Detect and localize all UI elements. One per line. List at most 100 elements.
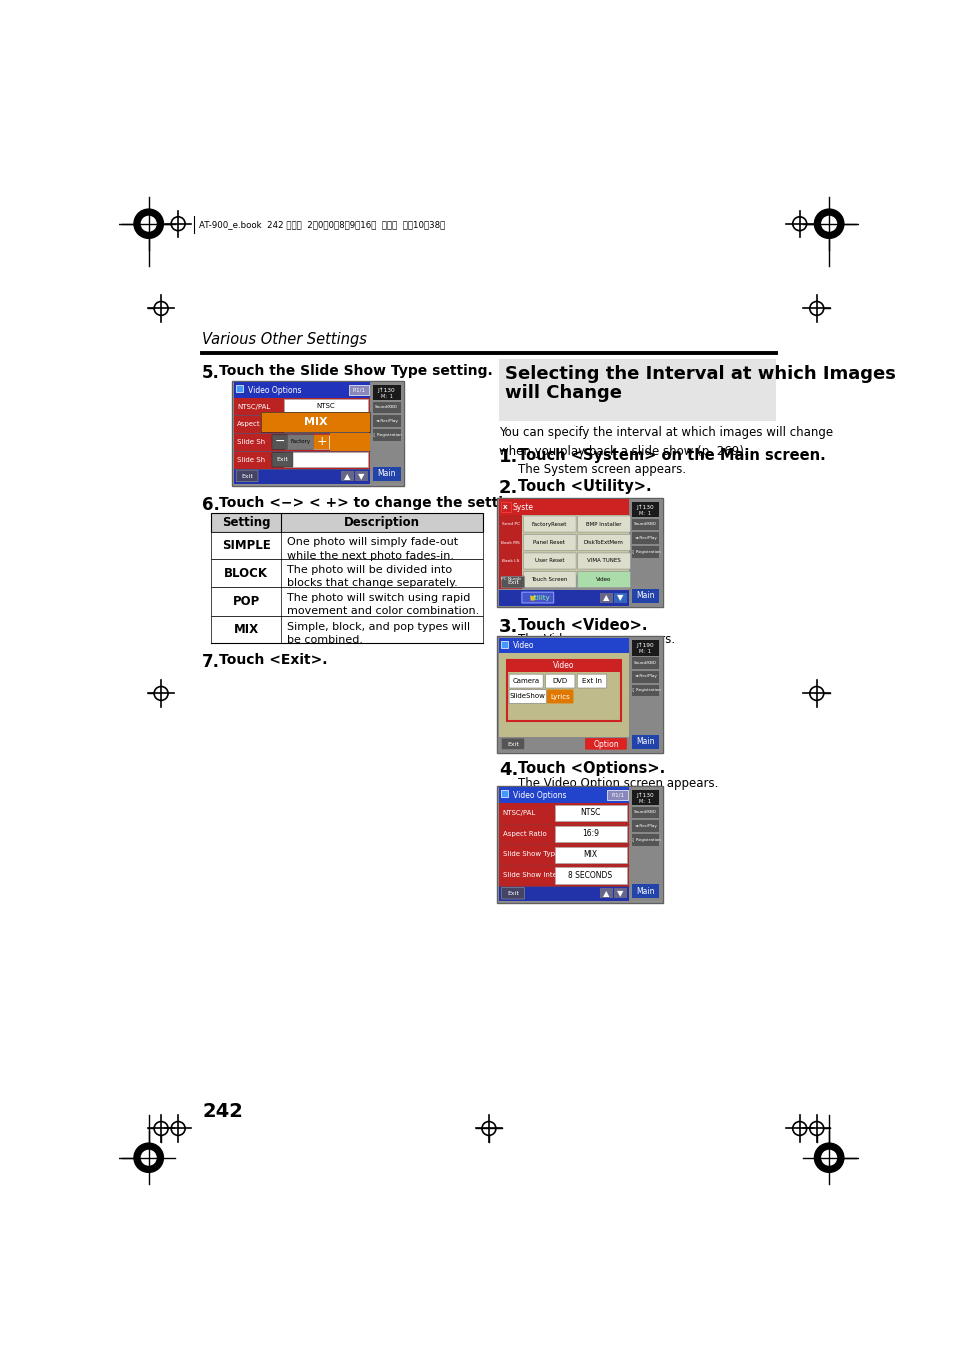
Text: SIMPLE: SIMPLE [222,539,271,553]
Text: M:  1: M: 1 [639,798,651,804]
Text: 6.: 6. [202,496,220,515]
Text: Sound/KBD: Sound/KBD [634,661,657,665]
Bar [284,417,368,431]
Text: ♫ Registration: ♫ Registration [630,689,659,692]
Bar [631,640,659,655]
Text: Various Other Settings: Various Other Settings [202,331,367,346]
Bar [284,400,368,413]
Text: 2.: 2. [498,480,517,497]
Bar [233,382,370,397]
Bar [498,638,629,654]
Text: Touch <Video>.: Touch <Video>. [517,617,646,634]
FancyBboxPatch shape [500,888,524,898]
Text: −: − [274,435,285,449]
Text: Syste: Syste [513,503,534,512]
Text: NTSC/PAL: NTSC/PAL [236,404,270,409]
FancyBboxPatch shape [523,571,576,588]
Bar [212,513,482,532]
Text: ▲: ▲ [602,889,609,898]
Bar [330,434,370,451]
Text: Panel Reset: Panel Reset [533,540,565,544]
Bar [498,551,521,570]
Text: Main: Main [636,592,654,600]
Text: 3.: 3. [498,617,517,636]
Circle shape [133,209,163,238]
Bar [497,497,662,607]
Bar [555,867,626,884]
FancyBboxPatch shape [546,689,573,704]
Bar [498,500,629,515]
Bar [500,642,508,648]
Text: Exit: Exit [506,580,518,585]
Text: J↑190: J↑190 [636,643,654,648]
Text: PC Numb: PC Numb [500,577,520,581]
Text: The Video Option screen appears.: The Video Option screen appears. [517,777,718,789]
Text: ◄ Rec/Play: ◄ Rec/Play [634,674,656,678]
Text: J↑130: J↑130 [636,793,654,797]
Bar [373,416,400,427]
FancyBboxPatch shape [500,738,524,750]
Bar [631,589,659,603]
Text: Touch <System> on the Main screen.: Touch <System> on the Main screen. [517,447,824,463]
Bar [373,467,400,481]
Bar [555,805,626,821]
Bar [631,501,659,517]
Bar [498,802,629,824]
Bar [373,401,400,413]
Bar [506,659,620,721]
Bar [233,451,370,469]
Text: P.1/1: P.1/1 [611,793,623,797]
FancyBboxPatch shape [584,738,626,750]
Text: Video: Video [513,642,534,650]
Circle shape [821,1151,836,1165]
Text: DVD: DVD [552,678,567,684]
Bar [498,886,629,901]
Circle shape [814,1143,843,1173]
Bar [497,786,662,902]
Bar [629,638,661,753]
Circle shape [141,216,156,231]
Text: POP: POP [233,596,260,608]
Text: Sound/KBD: Sound/KBD [634,811,657,815]
Bar [498,534,521,551]
FancyBboxPatch shape [545,674,575,688]
Bar [233,469,370,484]
FancyBboxPatch shape [287,435,314,450]
FancyBboxPatch shape [577,674,606,688]
Text: 1.: 1. [498,447,517,466]
Bar [498,654,629,736]
Bar [370,382,402,484]
Bar [233,397,370,416]
Text: ▼: ▼ [357,471,364,481]
Text: Touch <Exit>.: Touch <Exit>. [219,654,328,667]
Text: The System screen appears.: The System screen appears. [517,463,685,476]
Text: AT-900_e.book  242 ページ  2　0　0　8年9月16日  火曜日  午前10時38分: AT-900_e.book 242 ページ 2 0 0 8年9月16日 火曜日 … [199,220,445,228]
FancyBboxPatch shape [314,435,329,450]
FancyBboxPatch shape [523,553,576,569]
Text: MIX: MIX [583,850,597,859]
Text: Utility: Utility [528,594,549,601]
FancyBboxPatch shape [509,689,546,704]
Text: Aspect Ratio: Aspect Ratio [502,831,546,836]
Text: ♫ Registration: ♫ Registration [630,550,659,554]
Bar [233,381,404,485]
Bar [498,574,629,590]
Text: DiskToExtMem: DiskToExtMem [583,540,623,544]
Bar [498,802,629,886]
Text: ▲: ▲ [602,593,609,603]
FancyBboxPatch shape [272,453,293,467]
Bar [373,430,400,440]
Text: Option: Option [593,740,618,748]
Text: The photo will be divided into
blocks that change separately.: The photo will be divided into blocks th… [287,565,457,589]
Text: Exit: Exit [506,742,518,747]
Text: ▼: ▼ [616,593,622,603]
Text: M:  1: M: 1 [639,511,651,516]
Bar [631,532,659,544]
FancyBboxPatch shape [236,470,257,482]
Bar [498,736,629,753]
Circle shape [141,1151,156,1165]
Bar [498,590,629,605]
Bar [631,820,659,832]
Text: BMP Installer: BMP Installer [585,521,620,527]
Bar [284,435,368,450]
